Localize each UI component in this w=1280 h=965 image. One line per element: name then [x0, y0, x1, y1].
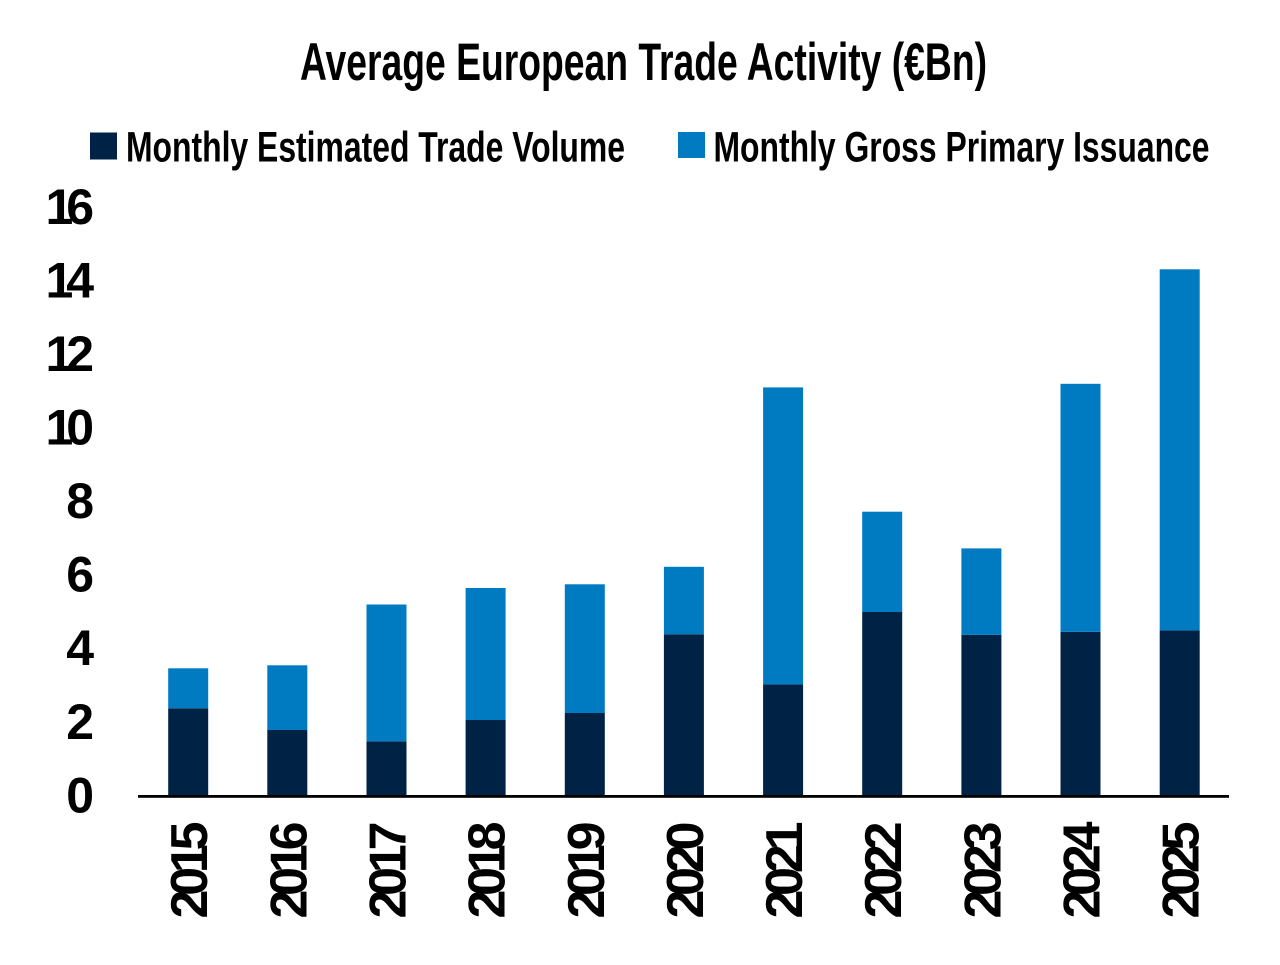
svg-text:4: 4 — [66, 620, 94, 676]
svg-text:Monthly Estimated Trade Volume: Monthly Estimated Trade Volume — [126, 124, 625, 172]
svg-text:2025: 2025 — [1153, 822, 1211, 919]
svg-text:0: 0 — [66, 767, 94, 823]
svg-text:2016: 2016 — [260, 822, 318, 919]
svg-text:10: 10 — [46, 400, 95, 456]
svg-text:2023: 2023 — [954, 822, 1012, 919]
svg-text:8: 8 — [66, 473, 94, 529]
svg-text:Monthly Gross Primary Issuance: Monthly Gross Primary Issuance — [714, 124, 1210, 172]
svg-text:Average European Trade Activit: Average European Trade Activity (€Bn) — [300, 33, 987, 92]
svg-text:2020: 2020 — [657, 822, 715, 919]
svg-text:12: 12 — [46, 326, 95, 382]
svg-text:2017: 2017 — [360, 822, 418, 919]
svg-text:2: 2 — [66, 694, 94, 750]
svg-text:2019: 2019 — [558, 822, 616, 919]
svg-text:6: 6 — [66, 547, 94, 603]
svg-text:14: 14 — [46, 253, 95, 309]
svg-text:16: 16 — [46, 179, 95, 235]
svg-text:2015: 2015 — [161, 822, 219, 919]
svg-text:2022: 2022 — [855, 822, 913, 919]
svg-text:2024: 2024 — [1054, 821, 1112, 918]
svg-text:2021: 2021 — [756, 822, 814, 919]
svg-text:2018: 2018 — [459, 822, 517, 919]
